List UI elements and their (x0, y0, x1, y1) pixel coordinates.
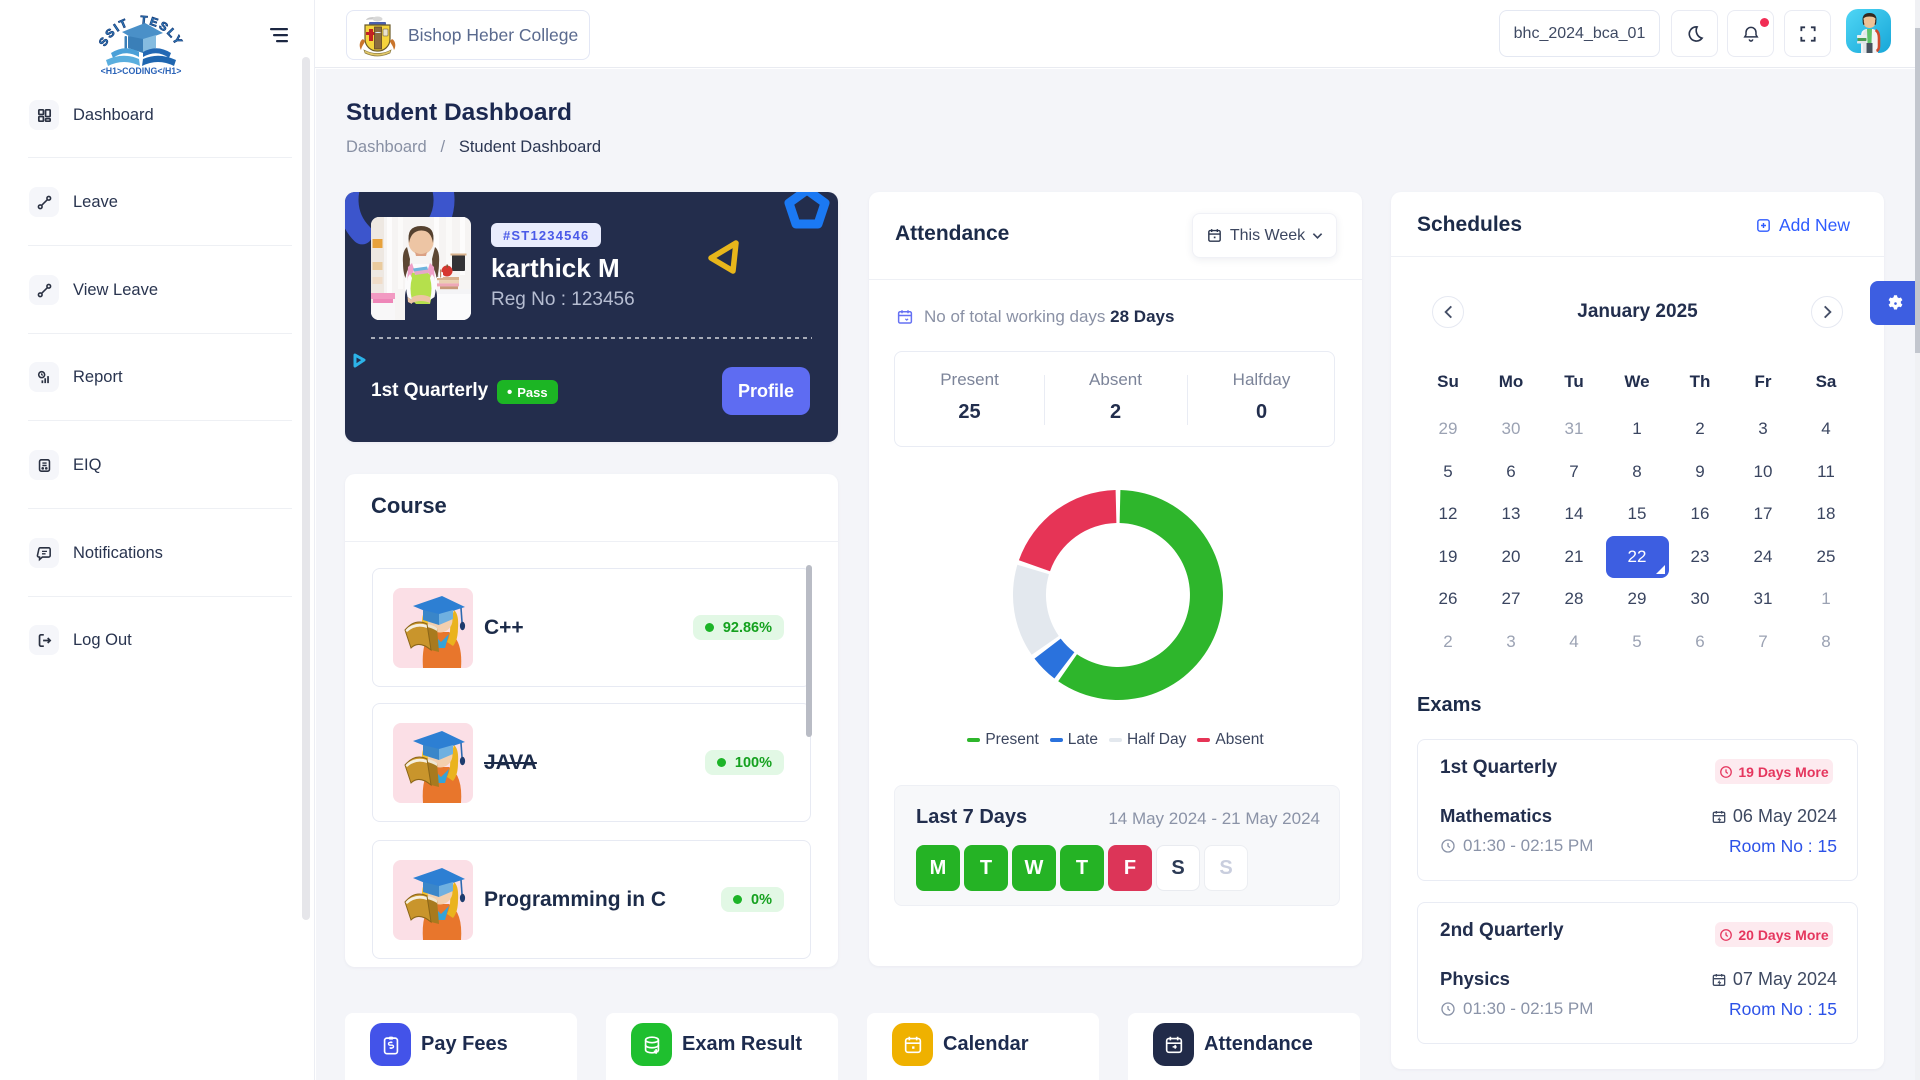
svg-text:<H1>CODING</H1>: <H1>CODING</H1> (101, 66, 182, 76)
